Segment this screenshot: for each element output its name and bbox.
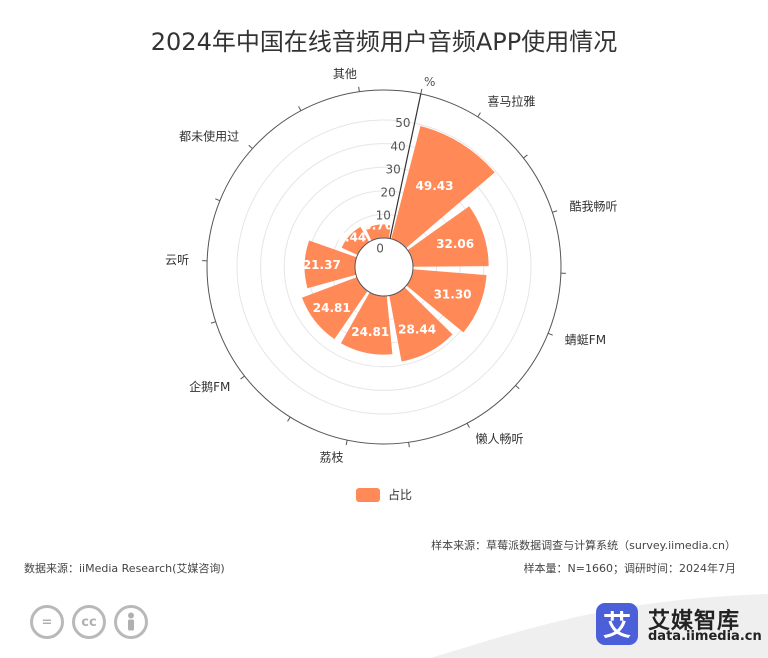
radial-unit-label: %	[424, 75, 435, 89]
legend-label: 占比	[388, 488, 413, 502]
angle-axis-tick	[345, 440, 348, 446]
grid-circle	[283, 166, 485, 368]
person-icon	[114, 605, 148, 639]
angle-axis-tick	[552, 210, 558, 213]
bar-蜻蜓FM[interactable]	[406, 269, 487, 333]
bar-企鹅FM[interactable]	[301, 277, 368, 340]
data-label: 49.43	[416, 179, 454, 193]
angle-axis-tick	[523, 154, 528, 159]
angle-axis-tick	[215, 198, 221, 202]
bar-懒人畅听[interactable]	[389, 287, 453, 362]
category-label: 懒人畅听	[476, 432, 524, 446]
legend-swatch	[356, 487, 380, 502]
legend[interactable]: 占比	[356, 486, 412, 503]
cc-icon: cc	[72, 605, 106, 639]
angle-axis-tick	[248, 144, 253, 149]
angle-axis-tick	[287, 416, 291, 422]
angle-axis-tick	[466, 423, 470, 428]
brand-url: data.iimedia.cn	[648, 629, 762, 644]
data-label: 24.81	[313, 301, 351, 315]
category-label: 其他	[333, 67, 357, 81]
radial-tick-label: 40	[390, 139, 405, 153]
angle-axis-tick	[210, 321, 216, 324]
brand-logo-icon: 艾	[596, 603, 638, 645]
angle-axis-tick	[477, 112, 481, 118]
radial-tick-label: 10	[376, 209, 391, 223]
equals-icon: =	[30, 605, 64, 639]
data-label: 21.37	[303, 258, 341, 272]
data-label: 32.06	[436, 237, 474, 251]
angle-axis-tick	[547, 332, 553, 336]
radial-tick-label: 20	[381, 185, 396, 199]
angle-axis-tick	[420, 88, 423, 94]
data-label: 31.30	[434, 288, 472, 302]
bar-喜马拉雅[interactable]	[391, 125, 495, 249]
radial-axis-line	[389, 93, 422, 239]
radial-tick-label: 50	[395, 116, 410, 130]
sample-info-note: 样本量：N=1660；调研时间：2024年7月	[523, 562, 736, 575]
category-label: 企鹅FM	[189, 379, 230, 394]
radial-tick-label: 30	[385, 162, 400, 176]
grid-circle	[236, 119, 532, 415]
brand-name: 艾媒智库	[648, 609, 741, 634]
data-source-note: 数据来源：iiMedia Research(艾媒咨询)	[24, 562, 225, 575]
angle-axis-circle	[206, 89, 562, 445]
category-label: 喜马拉雅	[487, 94, 535, 109]
category-label: 荔枝	[319, 450, 343, 465]
polar-bar-chart: 49.43 喜马拉雅 32.06 酷我畅听 31.30 蜻蜓FM 28.44 懒人畅听 24.8…	[165, 67, 617, 465]
radial-tick-label: 0	[376, 241, 384, 255]
angle-axis-tick	[298, 106, 302, 111]
bar-都未使用过[interactable]	[341, 226, 370, 255]
angle-axis-tick	[408, 442, 410, 448]
bar-荔枝[interactable]	[340, 292, 393, 355]
bar-其他[interactable]	[365, 224, 392, 241]
center-hole	[354, 237, 414, 297]
data-label: 5.76	[363, 219, 393, 233]
bar-云听[interactable]	[304, 240, 357, 289]
grid-circle	[260, 143, 508, 391]
category-label: 蜻蜓FM	[565, 333, 606, 347]
bar-酷我畅听[interactable]	[407, 206, 489, 267]
chart-title: 2024年中国在线音频用户音频APP使用情况	[150, 28, 618, 56]
category-label: 酷我畅听	[569, 200, 617, 214]
sample-source-note: 样本来源：草莓派数据调查与计算系统（survey.iimedia.cn）	[431, 539, 736, 552]
angle-axis-tick	[515, 385, 520, 390]
data-label: 7.44	[337, 231, 367, 245]
angle-axis-tick	[358, 86, 360, 92]
data-label: 24.81	[351, 325, 389, 339]
angle-axis-tick	[240, 375, 245, 380]
category-label: 云听	[165, 253, 189, 267]
category-label: 都未使用过	[179, 129, 239, 144]
data-label: 28.44	[398, 322, 436, 336]
